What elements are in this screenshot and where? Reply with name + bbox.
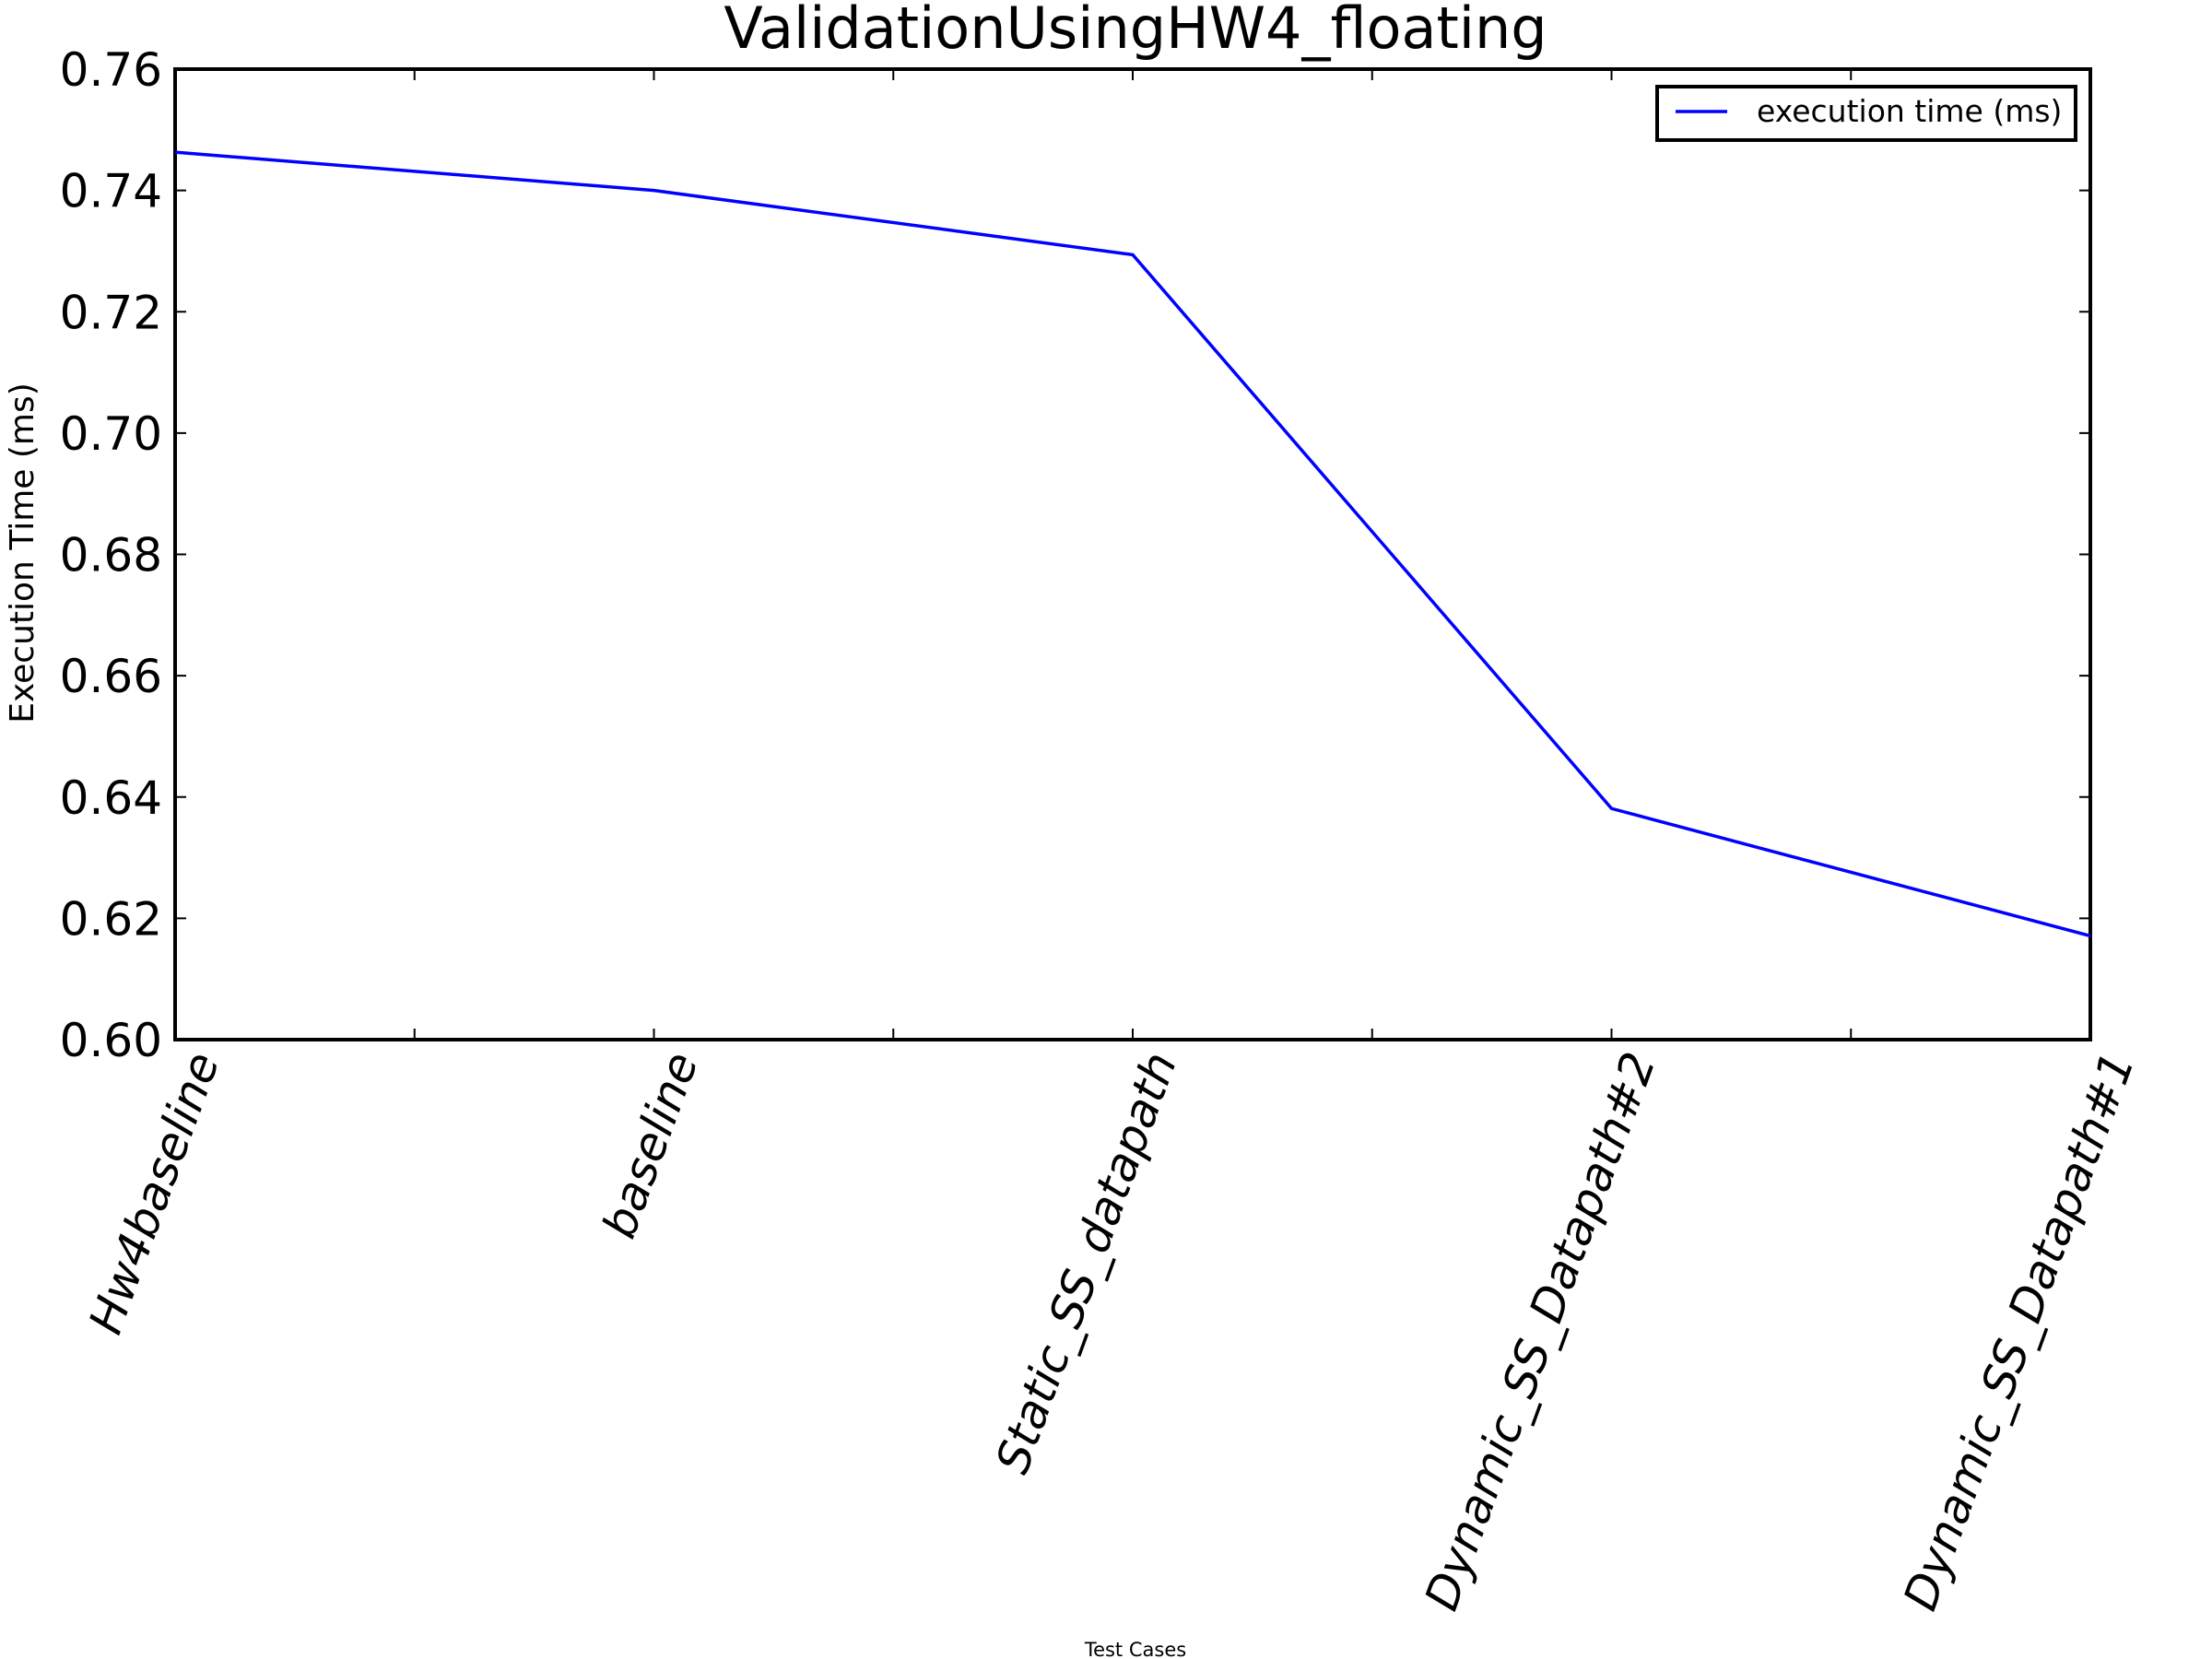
x-tick-label: Static_SS_datapath: [985, 1045, 1187, 1480]
y-tick-label: 0.66: [60, 650, 162, 703]
plot-area: [173, 67, 2092, 1041]
y-tick-label: 0.62: [60, 892, 162, 946]
y-tick-label: 0.70: [60, 407, 162, 461]
legend-box: [1655, 85, 2077, 142]
y-tick-label: 0.68: [60, 529, 162, 582]
legend-label: execution time (ms): [1757, 93, 2062, 129]
x-tick-label: Dynamic_SS_Datapath#1: [1893, 1045, 2145, 1617]
y-tick-label: 0.74: [60, 165, 162, 218]
series-layer: [174, 150, 2091, 938]
plot-frame: [173, 67, 2092, 1041]
y-tick-label: 0.76: [60, 43, 162, 97]
x-tick-label: baseline: [593, 1045, 709, 1245]
chart-title: ValidationUsingHW4_floating: [724, 0, 1547, 62]
series-line: [174, 150, 2091, 938]
y-tick-label: 0.60: [60, 1014, 162, 1067]
y-tick-label: 0.72: [60, 286, 162, 339]
x-axis-label: Test Cases: [1084, 1639, 1186, 1659]
x-tick-label: Hw4baseline: [78, 1045, 229, 1340]
legend: execution time (ms): [1655, 85, 2077, 142]
x-tick-label: Dynamic_SS_Datapath#2: [1415, 1045, 1666, 1617]
y-axis-label: Execution Time (ms): [4, 382, 41, 724]
y-axis: 0.60 0.62 0.64 0.66 0.68 0.70 0.72 0.74 0.76: [60, 43, 2090, 1067]
y-tick-label: 0.64: [60, 771, 162, 825]
x-axis: Hw4baseline baseline Static_SS_datapath Dyn…: [78, 69, 2145, 1618]
